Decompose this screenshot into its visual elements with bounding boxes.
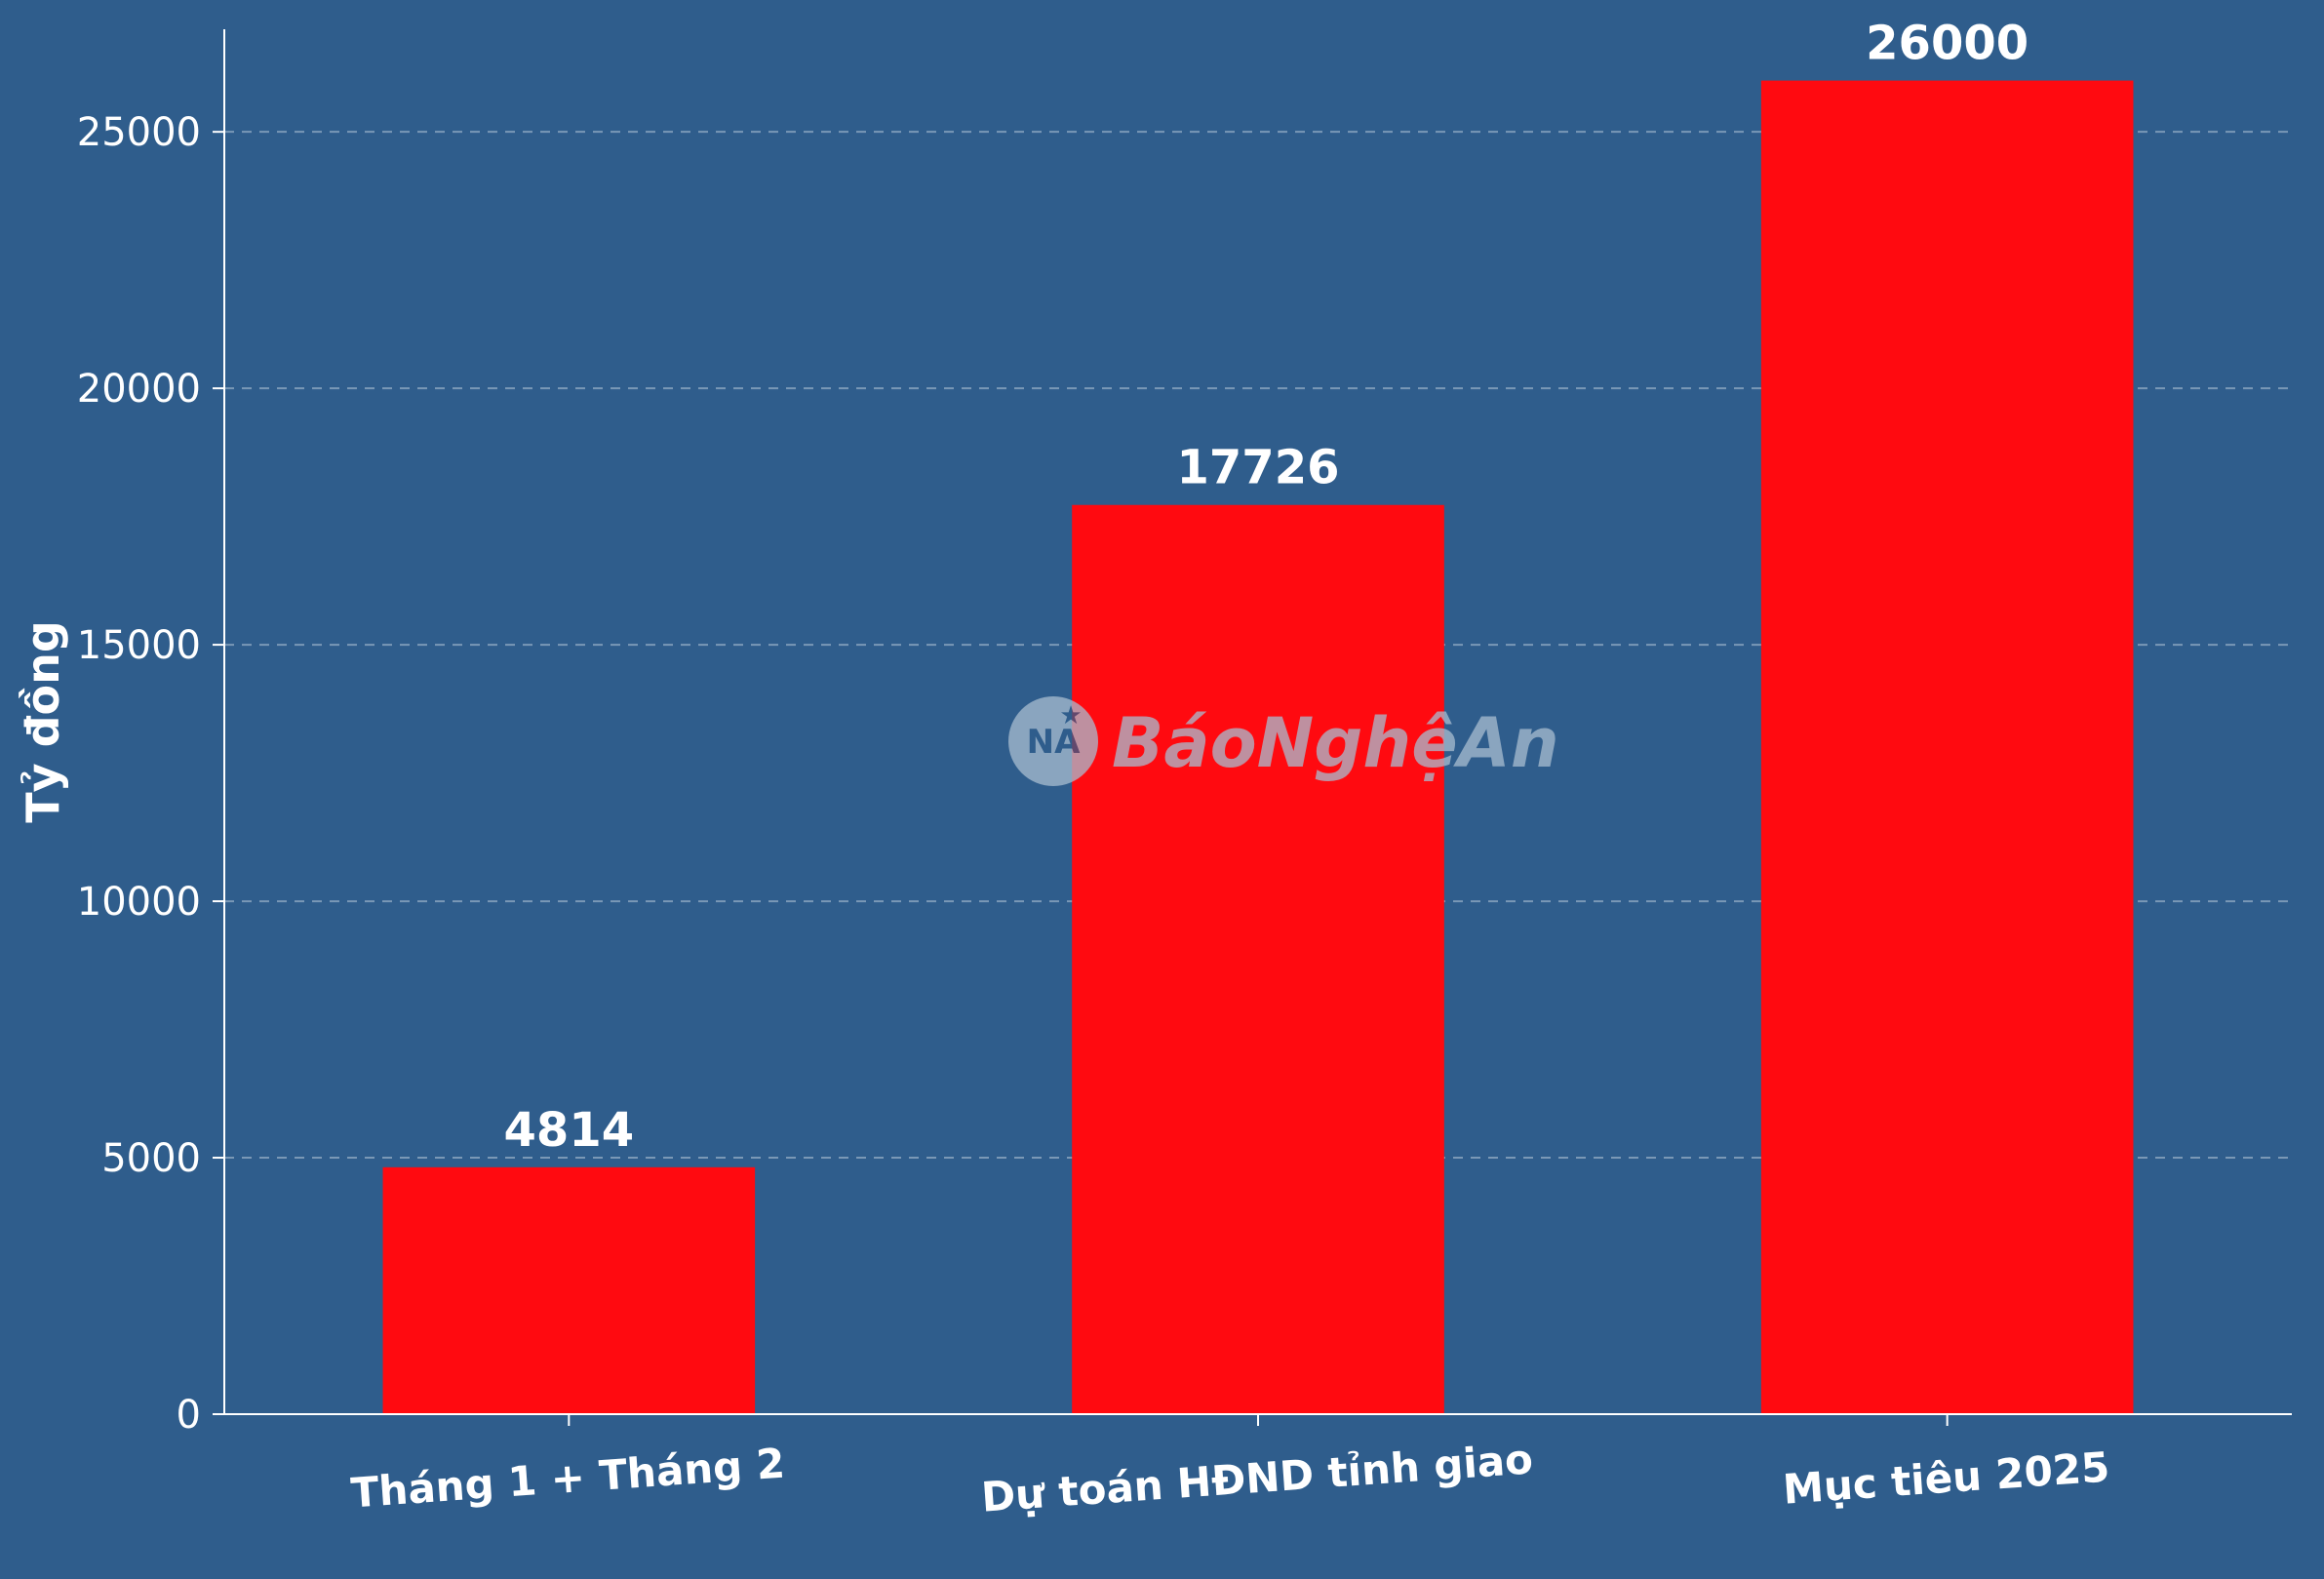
y-tick-label: 25000 <box>77 110 201 155</box>
y-tick-label: 10000 <box>77 880 201 925</box>
y-tick-label: 15000 <box>77 623 201 668</box>
bar <box>383 1167 756 1414</box>
svg-text:BáoNghệAn: BáoNghệAn <box>1112 703 1559 783</box>
bar-value-label: 4814 <box>504 1103 635 1158</box>
bar-value-label: 26000 <box>1866 17 2029 71</box>
y-axis-title: Tỷ đồng <box>17 620 69 823</box>
y-tick-label: 5000 <box>101 1136 201 1181</box>
bar <box>1761 81 2134 1414</box>
bar-chart: 48141772626000NA★BáoNghệAn05000100001500… <box>0 0 2324 1579</box>
y-tick-label: 0 <box>177 1393 201 1438</box>
bar <box>1072 505 1444 1414</box>
chart-container: 48141772626000NA★BáoNghệAn05000100001500… <box>0 0 2324 1579</box>
bar-value-label: 17726 <box>1177 441 1340 495</box>
svg-text:★: ★ <box>1059 701 1082 730</box>
y-tick-label: 20000 <box>77 367 201 412</box>
